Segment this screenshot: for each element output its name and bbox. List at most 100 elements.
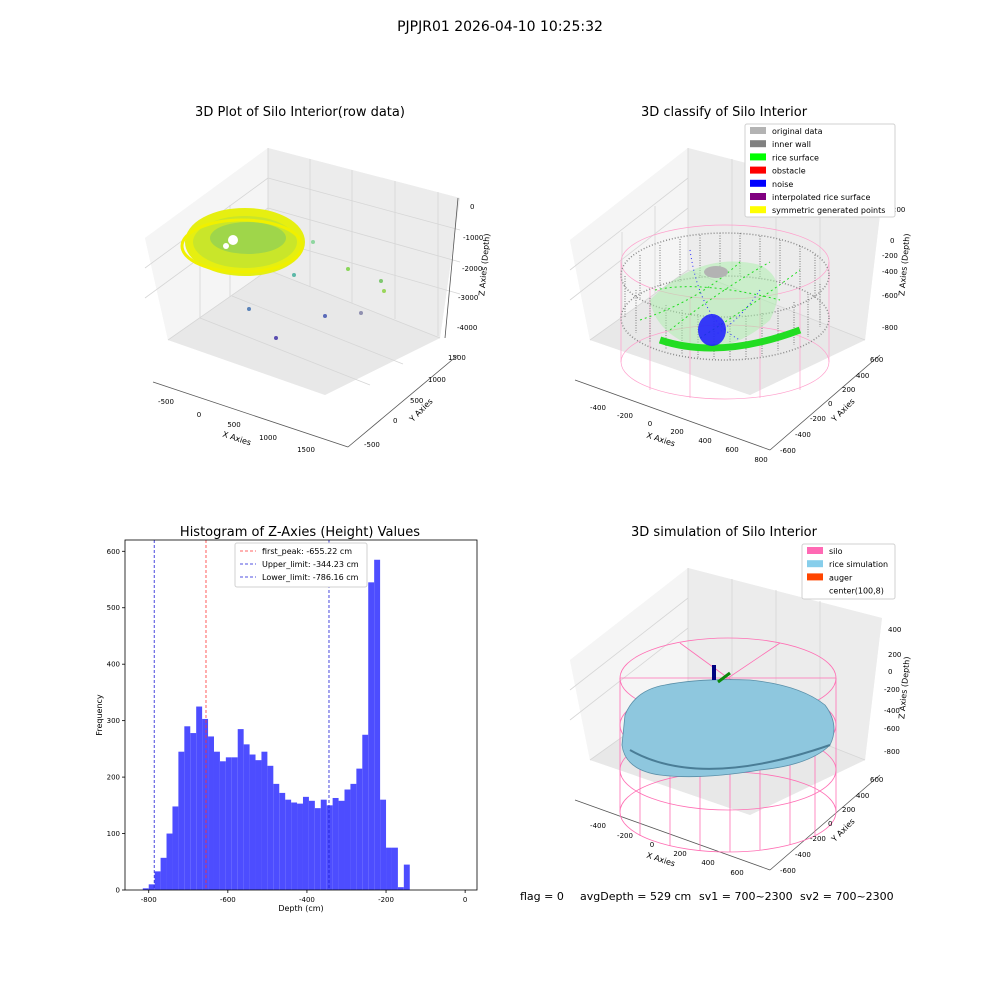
histogram-bar — [374, 559, 381, 890]
histogram-bar — [302, 796, 309, 890]
sim-y-ticks: 600 400 200 0 -200 -400 -600 — [780, 776, 883, 875]
raw-x-tick: -500 — [158, 398, 174, 406]
classify-z-ticks: 200 0 -200 -400 -600 -800 — [882, 206, 905, 332]
panel-histogram: Histogram of Z-Axies (Height) Values -80… — [95, 525, 478, 913]
histogram-frame — [124, 539, 478, 891]
histogram-bar — [237, 729, 244, 890]
legend-label: original data — [772, 127, 823, 136]
histogram-bar — [148, 884, 155, 890]
histogram-bar — [362, 734, 369, 890]
histogram-bar — [308, 800, 315, 890]
sim-z-ticks: 400 200 0 -200 -400 -600 -800 — [884, 626, 901, 756]
legend-swatch — [750, 153, 766, 161]
histogram-bar — [178, 751, 185, 890]
legend-label: Lower_limit: -786.16 cm — [262, 573, 359, 582]
status-avg-depth: avgDepth = 529 cm — [580, 890, 691, 903]
sim-y-tick: 200 — [842, 806, 855, 814]
classify-x-tick: 800 — [754, 456, 767, 464]
histogram-bar — [326, 805, 333, 890]
histogram-x-tick-label: 0 — [463, 896, 467, 904]
classify-z-tick: -800 — [882, 324, 898, 332]
raw-outlier-points — [247, 240, 386, 340]
classify-x-ticks: -400 -200 0 200 400 600 800 — [590, 404, 768, 464]
histogram-bar — [142, 888, 149, 890]
classify-y-ticks: 600 400 200 0 -200 -400 -600 — [780, 356, 883, 455]
histogram-y-ticks: 0 100 200 300 400 500 600 — [107, 548, 125, 895]
raw-x-tick: 1500 — [297, 446, 315, 454]
histogram-bar — [368, 582, 375, 890]
histogram-bar — [261, 751, 268, 890]
classify-y-tick: -600 — [780, 447, 796, 455]
histogram-y-tick-label: 600 — [107, 548, 120, 556]
classify-z-tick: -200 — [882, 252, 898, 260]
classify-y-tick: 400 — [856, 372, 869, 380]
legend-swatch — [807, 573, 823, 581]
panel-classify-title: 3D classify of Silo Interior — [641, 105, 808, 120]
histogram-bar — [332, 797, 339, 890]
histogram-y-tick-label: 100 — [107, 830, 120, 838]
raw-z-tick: -4000 — [457, 324, 477, 332]
histogram-bar — [231, 757, 238, 890]
sim-y-tick: 0 — [828, 820, 832, 828]
raw-axes-box — [144, 148, 461, 448]
histogram-bar — [344, 789, 351, 890]
raw-y-tick: -500 — [364, 441, 380, 449]
sim-x-tick: 600 — [730, 869, 743, 877]
classify-x-tick: -400 — [590, 404, 606, 412]
classify-x-tick: 600 — [725, 446, 738, 454]
legend-swatch — [750, 166, 766, 174]
histogram-y-tick-label: 200 — [107, 774, 120, 782]
sim-y-tick: 600 — [870, 776, 883, 784]
histogram-x-tick-label: -400 — [299, 896, 315, 904]
sim-z-tick: -400 — [884, 707, 900, 715]
classify-rice-surface — [639, 261, 802, 352]
raw-x-label: X Axies — [221, 430, 252, 448]
raw-rice-ring — [180, 208, 305, 276]
histogram-bar — [397, 887, 404, 890]
raw-z-label: Z Axies (Depth) — [477, 233, 491, 296]
histogram-bar — [386, 847, 392, 890]
histogram-bar — [202, 718, 209, 890]
histogram-x-tick-label: -200 — [378, 896, 394, 904]
raw-x-tick: 1000 — [259, 434, 277, 442]
classify-z-tick: 200 — [892, 206, 905, 214]
histogram-bar — [403, 864, 410, 890]
sim-y-tick: -400 — [795, 851, 811, 859]
histogram-bar — [213, 751, 220, 890]
panel-raw-3d: 3D Plot of Silo Interior(row data) — [144, 105, 492, 454]
legend-swatch — [750, 179, 766, 187]
raw-y-tick: 1500 — [448, 354, 466, 362]
legend-label: rice surface — [772, 153, 819, 162]
sim-x-tick: -200 — [617, 832, 633, 840]
legend-label: inner wall — [772, 140, 811, 149]
histogram-bar — [391, 847, 398, 890]
histogram-x-tick-label: -800 — [141, 896, 157, 904]
raw-z-tick: 0 — [470, 203, 474, 211]
classify-y-tick: -400 — [795, 431, 811, 439]
sim-x-label: X Axies — [645, 851, 676, 869]
raw-y-ticks: 1500 1000 500 0 -500 — [364, 354, 466, 449]
legend-swatch — [750, 193, 766, 200]
sim-legend: silo rice simulation auger center(100,8) — [801, 543, 896, 600]
histogram-bar — [297, 803, 303, 890]
sim-x-tick: 400 — [701, 859, 714, 867]
legend-swatch — [750, 206, 766, 214]
histogram-y-tick-label: 400 — [107, 661, 120, 669]
classify-z-tick: 0 — [890, 237, 894, 245]
panel-simulation-3d: 3D simulation of Silo Interior — [569, 525, 912, 877]
classify-x-tick: 400 — [698, 437, 711, 445]
raw-y-tick: 500 — [410, 397, 423, 405]
classify-legend: original data inner wall rice surface obsta… — [744, 123, 896, 218]
histogram-bar — [154, 871, 161, 890]
legend-label: silo — [829, 547, 843, 556]
histogram-reference-lines — [153, 540, 330, 890]
histogram-bar — [338, 800, 345, 890]
raw-z-tick: -2000 — [462, 265, 482, 273]
classify-z-tick: -400 — [882, 268, 898, 276]
histogram-bar — [208, 736, 214, 890]
histogram-bar — [225, 757, 232, 890]
histogram-title: Histogram of Z-Axies (Height) Values — [180, 525, 420, 540]
classify-y-tick: 200 — [842, 386, 855, 394]
histogram-bar — [273, 783, 280, 890]
legend-swatch — [807, 586, 823, 594]
